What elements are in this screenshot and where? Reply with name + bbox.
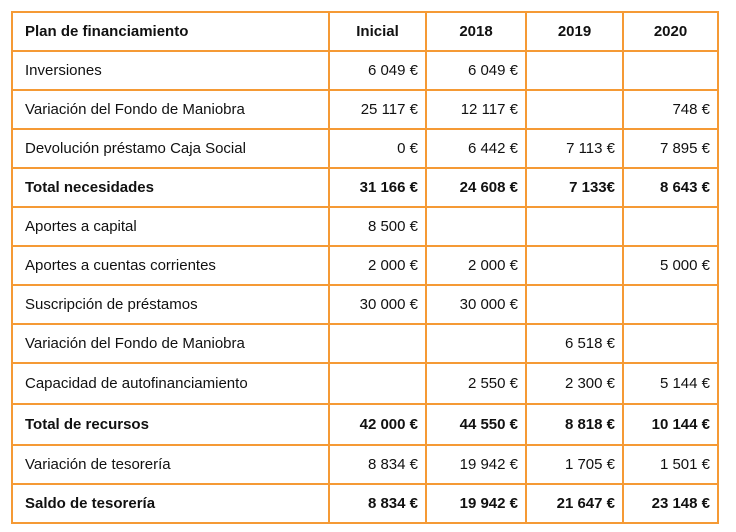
row-label: Aportes a capital	[11, 206, 330, 247]
table-row: Aportes a capital 8 500 €	[11, 206, 719, 247]
row-value-cell: 21 647 €	[525, 483, 624, 524]
row-label: Variación del Fondo de Maniobra	[11, 323, 330, 364]
row-value-cell: 19 942 €	[425, 483, 527, 524]
row-value-cell	[622, 284, 719, 325]
row-value-cell	[525, 206, 624, 247]
header-row: Plan de financiamiento Inicial 2018 2019…	[11, 11, 719, 52]
row-value-cell: 24 608 €	[425, 167, 527, 208]
row-value-cell: 42 000 €	[328, 403, 427, 446]
row-value-cell: 30 000 €	[328, 284, 427, 325]
row-value-cell	[525, 50, 624, 91]
row-value-cell	[328, 323, 427, 364]
row-value-cell: 5 000 €	[622, 245, 719, 286]
row-value-cell	[525, 89, 624, 130]
total-row: Total de recursos 42 000 €44 550 €8 818 €…	[11, 403, 719, 446]
table-row: Capacidad de autofinanciamiento 2 550 €2 …	[11, 362, 719, 405]
row-value-cell	[328, 362, 427, 405]
header-col-2019: 2019	[525, 11, 624, 52]
row-value-cell: 6 518 €	[525, 323, 624, 364]
row-value-cell: 748 €	[622, 89, 719, 130]
row-value-cell	[622, 50, 719, 91]
row-value-cell	[425, 323, 527, 364]
row-value-cell: 6 442 €	[425, 128, 527, 169]
row-value-cell: 1 705 €	[525, 444, 624, 485]
row-value-cell: 8 834 €	[328, 444, 427, 485]
row-value-cell: 8 643 €	[622, 167, 719, 208]
row-value-cell: 2 550 €	[425, 362, 527, 405]
row-label: Variación del Fondo de Maniobra	[11, 89, 330, 130]
row-value-cell	[525, 245, 624, 286]
table-row: Variación de tesorería 8 834 €19 942 €1 7…	[11, 444, 719, 485]
row-label: Inversiones	[11, 50, 330, 91]
row-value-cell: 19 942 €	[425, 444, 527, 485]
row-value-cell: 12 117 €	[425, 89, 527, 130]
row-label: Devolución préstamo Caja Social	[11, 128, 330, 169]
row-label: Total necesidades	[11, 167, 330, 208]
row-value-cell	[622, 323, 719, 364]
row-value-cell: 0 €	[328, 128, 427, 169]
row-value-cell: 6 049 €	[328, 50, 427, 91]
financing-plan-table: Plan de financiamiento Inicial 2018 2019…	[11, 11, 719, 524]
row-value-cell: 7 133€	[525, 167, 624, 208]
row-value-cell: 7 895 €	[622, 128, 719, 169]
table-row: Variación del Fondo de Maniobra 25 117 €1…	[11, 89, 719, 130]
row-label: Total de recursos	[11, 403, 330, 446]
row-value-cell	[622, 206, 719, 247]
row-value-cell: 2 300 €	[525, 362, 624, 405]
row-label: Saldo de tesorería	[11, 483, 330, 524]
row-label: Aportes a cuentas corrientes	[11, 245, 330, 286]
row-value-cell: 30 000 €	[425, 284, 527, 325]
table-row: Suscripción de préstamos 30 000 €30 000 €	[11, 284, 719, 325]
row-value-cell	[425, 206, 527, 247]
row-value-cell: 31 166 €	[328, 167, 427, 208]
row-value-cell: 1 501 €	[622, 444, 719, 485]
row-value-cell: 8 500 €	[328, 206, 427, 247]
row-value-cell: 5 144 €	[622, 362, 719, 405]
table-row: Variación del Fondo de Maniobra 6 518 €	[11, 323, 719, 364]
row-value-cell: 8 834 €	[328, 483, 427, 524]
row-value-cell: 44 550 €	[425, 403, 527, 446]
row-label: Variación de tesorería	[11, 444, 330, 485]
row-label: Capacidad de autofinanciamiento	[11, 362, 330, 405]
table-row: Inversiones 6 049 €6 049 €	[11, 50, 719, 91]
row-value-cell	[525, 284, 624, 325]
total-row: Saldo de tesorería 8 834 €19 942 €21 647 …	[11, 483, 719, 524]
row-value-cell: 2 000 €	[328, 245, 427, 286]
row-value-cell: 6 049 €	[425, 50, 527, 91]
table-row: Aportes a cuentas corrientes 2 000 €2 000…	[11, 245, 719, 286]
header-col-2018: 2018	[425, 11, 527, 52]
header-label: Plan de financiamiento	[11, 11, 330, 52]
header-col-inicial: Inicial	[328, 11, 427, 52]
row-value-cell: 23 148 €	[622, 483, 719, 524]
header-col-2020: 2020	[622, 11, 719, 52]
total-row: Total necesidades 31 166 €24 608 €7 133€ 8…	[11, 167, 719, 208]
table-row: Devolución préstamo Caja Social 0 €6 442 …	[11, 128, 719, 169]
financing-plan-table-container: Plan de financiamiento Inicial 2018 2019…	[11, 11, 719, 524]
row-value-cell: 25 117 €	[328, 89, 427, 130]
row-value-cell: 10 144 €	[622, 403, 719, 446]
row-value-cell: 7 113 €	[525, 128, 624, 169]
row-label: Suscripción de préstamos	[11, 284, 330, 325]
row-value-cell: 2 000 €	[425, 245, 527, 286]
row-value-cell: 8 818 €	[525, 403, 624, 446]
